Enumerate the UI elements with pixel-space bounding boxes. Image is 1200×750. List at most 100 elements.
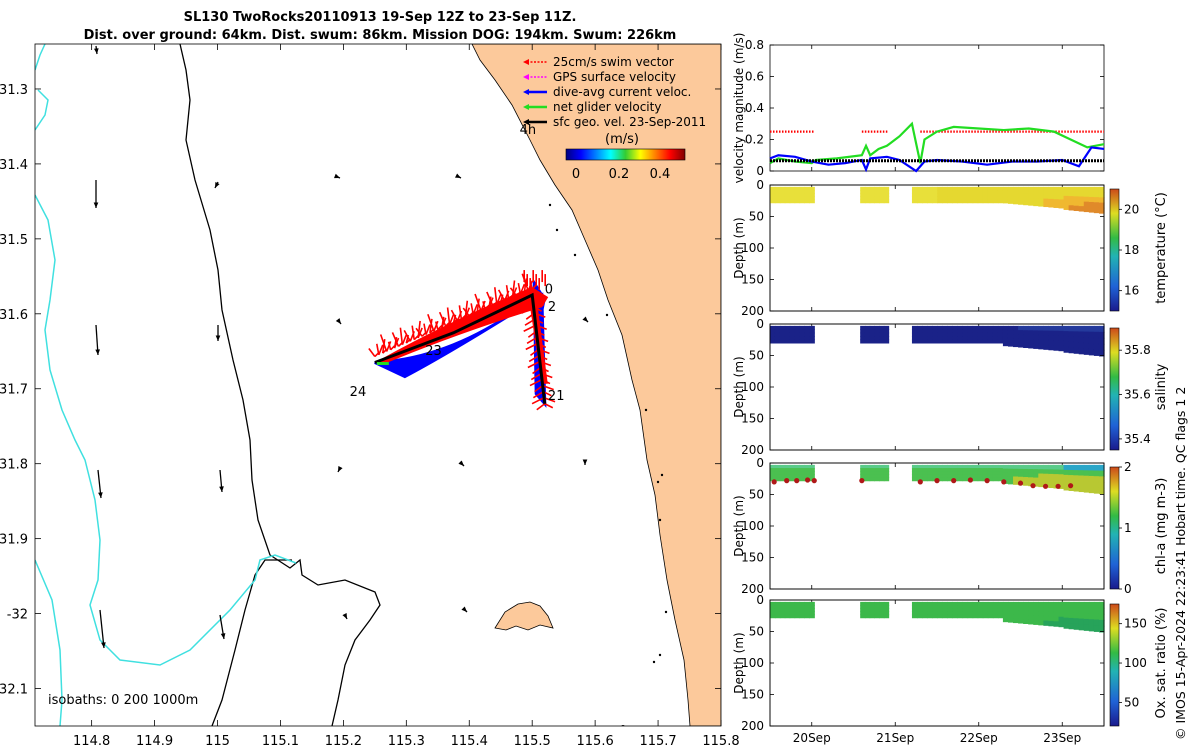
data-cell — [1018, 601, 1024, 607]
data-cell — [1043, 606, 1050, 612]
data-cell — [1063, 341, 1070, 348]
data-cell — [869, 332, 875, 337]
data-cell — [879, 193, 885, 197]
data-cell — [942, 474, 948, 479]
data-cell — [1088, 325, 1095, 333]
legend-label: 25cm/s swim vector — [553, 55, 674, 69]
data-cell — [1023, 338, 1029, 344]
map-x-tick-label: 115.7 — [639, 734, 676, 749]
map-y-tick-label: 31.5 — [0, 233, 28, 248]
colorbar-unit: (m/s) — [605, 132, 639, 147]
data-cell — [1018, 197, 1024, 202]
data-cell — [1063, 622, 1070, 629]
data-cell — [860, 464, 866, 469]
data-cell — [874, 332, 880, 337]
colorbar-tick-label: 35.4 — [1124, 432, 1151, 446]
data-cell — [1048, 194, 1055, 200]
data-cell — [1033, 330, 1039, 336]
data-cell — [864, 325, 871, 330]
data-cell — [957, 614, 964, 619]
data-cell — [911, 186, 918, 191]
data-cell — [1078, 201, 1085, 207]
data-cell — [794, 190, 801, 194]
data-cell — [937, 332, 943, 337]
data-cell — [1043, 611, 1050, 617]
data-cell — [927, 605, 933, 609]
data-cell — [1043, 186, 1050, 192]
data-cell — [977, 332, 984, 337]
data-cell — [911, 608, 918, 612]
data-cell — [1033, 339, 1039, 345]
data-cell — [809, 193, 815, 197]
data-cell — [784, 186, 791, 191]
data-cell — [977, 614, 984, 619]
data-cell — [1098, 464, 1105, 472]
data-cell — [942, 339, 948, 344]
data-cell — [874, 199, 880, 204]
data-cell — [883, 605, 890, 609]
data-cell — [809, 474, 815, 479]
data-cell — [1002, 329, 1009, 335]
data-cell — [1093, 349, 1100, 356]
colorbar-tick-label: 1 — [1124, 521, 1132, 535]
data-cell — [774, 601, 781, 606]
data-cell — [1058, 464, 1065, 471]
data-cell — [804, 332, 810, 337]
data-cell — [922, 608, 928, 612]
geo-velocity-arrow — [342, 613, 348, 620]
data-cell — [982, 608, 989, 612]
data-cell — [860, 468, 866, 472]
data-cell — [977, 325, 984, 330]
data-cell — [942, 199, 948, 204]
swim-vector — [527, 360, 541, 369]
data-cell — [1098, 613, 1105, 621]
data-cell — [972, 339, 979, 344]
data-cell — [1013, 480, 1019, 485]
data-cell — [774, 336, 781, 341]
data-cell — [922, 196, 928, 201]
data-cell — [804, 329, 810, 334]
data-cell — [883, 477, 890, 482]
swim-vector — [427, 313, 435, 332]
data-cell — [967, 193, 974, 197]
map-x-tick-label: 115.8 — [702, 734, 739, 749]
data-cell — [1048, 478, 1055, 484]
y-tick-label: 0.4 — [745, 101, 764, 115]
data-cell — [1053, 621, 1060, 627]
data-cell — [937, 474, 943, 479]
chl-high-marker — [811, 478, 817, 484]
data-cell — [1083, 470, 1090, 477]
data-cell — [789, 608, 796, 612]
data-cell — [1078, 601, 1085, 609]
data-cell — [1048, 601, 1055, 608]
data-cell — [1063, 469, 1070, 476]
data-cell — [1068, 485, 1075, 492]
data-cell — [1073, 607, 1080, 614]
data-cell — [962, 605, 969, 609]
y-tick-label: 50 — [749, 488, 764, 502]
data-cell — [917, 464, 923, 469]
data-cell — [1053, 325, 1060, 332]
data-cell — [982, 325, 989, 330]
data-cell — [879, 611, 885, 616]
data-cell — [917, 329, 923, 334]
data-cell — [972, 190, 979, 194]
data-cell — [864, 474, 871, 479]
data-cell — [952, 193, 959, 197]
data-cell — [997, 468, 1004, 472]
data-cell — [1058, 325, 1065, 332]
data-cell — [784, 464, 791, 469]
data-cell — [1093, 481, 1100, 489]
data-cell — [809, 608, 815, 612]
chl-high-marker — [934, 478, 940, 484]
y-tick-label: 50 — [749, 349, 764, 363]
data-cell — [1063, 200, 1070, 206]
data-cell — [1073, 485, 1080, 492]
data-cell — [874, 339, 880, 344]
data-cell — [972, 608, 979, 612]
data-cell — [947, 336, 953, 341]
data-cell — [1007, 329, 1014, 335]
chl-high-marker — [1030, 483, 1036, 489]
data-cell — [864, 190, 871, 194]
data-cell — [972, 196, 979, 201]
